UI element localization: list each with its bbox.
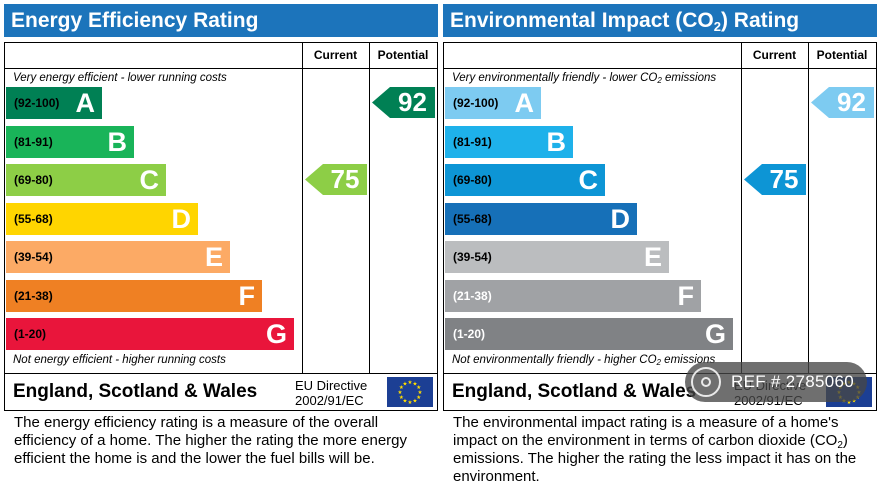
rating-chart: Current Potential Very environmentally fri… xyxy=(443,42,877,374)
reference-number: REF # 2785060 xyxy=(731,372,854,391)
band-letter: F xyxy=(238,280,256,311)
potential-rating-value: 92 xyxy=(398,87,427,117)
band-letter: E xyxy=(204,242,223,272)
location-pin-icon xyxy=(691,367,721,397)
potential-rating-arrow: 92 xyxy=(811,87,874,118)
column-divider xyxy=(369,43,370,373)
chart-title: Environmental Impact (CO2) Rating xyxy=(443,4,877,37)
band-range-label: (55-68) xyxy=(14,211,53,226)
rating-band-bar: (81-91) B xyxy=(6,125,134,158)
band-range-label: (21-38) xyxy=(14,288,53,303)
band-range-label: (81-91) xyxy=(14,134,53,149)
header-divider xyxy=(444,68,876,69)
rating-band-bar: (55-68) D xyxy=(6,202,198,235)
rating-description: The energy efficiency rating is a measur… xyxy=(14,414,408,467)
svg-text:★: ★ xyxy=(413,381,418,387)
current-rating-value: 75 xyxy=(769,164,799,194)
svg-text:★: ★ xyxy=(413,399,418,405)
svg-text:★: ★ xyxy=(847,400,852,406)
column-divider xyxy=(808,43,809,373)
svg-text:★: ★ xyxy=(416,395,421,401)
rating-band-bar: (92-100) A xyxy=(6,87,102,119)
rating-band-bar: (81-91) B xyxy=(445,125,573,158)
band-letter: D xyxy=(610,203,631,234)
svg-text:★: ★ xyxy=(403,399,408,405)
band-letter: D xyxy=(171,203,192,234)
rating-band-bar: (39-54) E xyxy=(6,241,230,273)
band-range-label: (81-91) xyxy=(453,134,492,149)
rating-band-bar: (1-20) G xyxy=(445,318,733,350)
potential-rating-value: 92 xyxy=(837,87,866,117)
band-letter: E xyxy=(643,242,662,272)
column-divider xyxy=(741,43,742,373)
svg-text:★: ★ xyxy=(418,390,423,396)
band-letter: G xyxy=(265,319,287,349)
band-range-label: (55-68) xyxy=(453,211,492,226)
column-header-current: Current xyxy=(313,48,358,62)
band-range-label: (69-80) xyxy=(14,173,53,187)
potential-rating-arrow: 92 xyxy=(372,87,435,118)
bottom-note: Not environmentally friendly - higher CO… xyxy=(452,354,716,367)
band-range-label: (39-54) xyxy=(453,250,492,264)
svg-text:★: ★ xyxy=(403,381,408,387)
energy-efficiency-panel: Energy Efficiency Rating Current Potential… xyxy=(4,4,438,493)
chart-title: Energy Efficiency Rating xyxy=(4,4,438,37)
column-header-potential: Potential xyxy=(377,48,429,62)
rating-band-bar: (69-80) C xyxy=(6,164,166,196)
band-letter: C xyxy=(578,165,599,195)
rating-description: The environmental impact rating is a mea… xyxy=(453,414,857,485)
reference-badge: REF # 2785060 xyxy=(685,362,867,402)
current-rating-arrow: 75 xyxy=(305,164,367,195)
band-range-label: (21-38) xyxy=(453,288,492,303)
directive-line-1: EU Directive xyxy=(295,378,368,393)
column-header-potential: Potential xyxy=(816,48,868,62)
rating-chart: Current Potential Very energy efficient - … xyxy=(4,42,438,374)
band-range-label: (92-100) xyxy=(14,96,60,110)
column-divider xyxy=(302,43,303,373)
current-rating-value: 75 xyxy=(330,164,360,194)
band-letter: B xyxy=(107,126,128,157)
environmental-impact-panel: Environmental Impact (CO2) Rating Current… xyxy=(443,4,877,493)
eu-flag-icon: ★★★★★★★★★★★★ xyxy=(387,377,433,407)
band-letter: G xyxy=(704,319,726,349)
top-note: Very energy efficient - lower running co… xyxy=(13,72,227,84)
rating-band-bar: (39-54) E xyxy=(445,241,669,273)
band-letter: A xyxy=(75,88,96,118)
band-range-label: (1-20) xyxy=(453,327,486,341)
region-label: England, Scotland & Wales xyxy=(13,381,258,402)
svg-text:★: ★ xyxy=(852,399,857,405)
rating-band-bar: (92-100) A xyxy=(445,87,541,119)
svg-text:★: ★ xyxy=(408,380,413,386)
svg-text:★: ★ xyxy=(399,385,404,391)
rating-band-bar: (21-38) F xyxy=(6,279,262,312)
rating-band-bar: (21-38) F xyxy=(445,279,701,312)
band-letter: B xyxy=(546,126,567,157)
header-divider xyxy=(5,68,437,69)
column-header-current: Current xyxy=(752,48,797,62)
svg-text:★: ★ xyxy=(398,390,403,396)
svg-text:★: ★ xyxy=(416,385,421,391)
svg-text:★: ★ xyxy=(408,400,413,406)
svg-text:★: ★ xyxy=(399,395,404,401)
top-note: Very environmentally friendly - lower CO… xyxy=(452,72,717,85)
band-range-label: (92-100) xyxy=(453,96,499,110)
region-label: England, Scotland & Wales xyxy=(452,381,697,402)
band-letter: C xyxy=(139,165,160,195)
rating-band-bar: (1-20) G xyxy=(6,318,294,350)
rating-band-bar: (69-80) C xyxy=(445,164,605,196)
band-range-label: (69-80) xyxy=(453,173,492,187)
band-range-label: (1-20) xyxy=(14,327,47,341)
bottom-note: Not energy efficient - higher running co… xyxy=(13,354,226,366)
rating-band-bar: (55-68) D xyxy=(445,202,637,235)
band-letter: F xyxy=(677,280,695,311)
current-rating-arrow: 75 xyxy=(744,164,806,195)
band-range-label: (39-54) xyxy=(14,250,53,264)
band-letter: A xyxy=(514,88,535,118)
directive-line-2: 2002/91/EC xyxy=(295,393,364,408)
